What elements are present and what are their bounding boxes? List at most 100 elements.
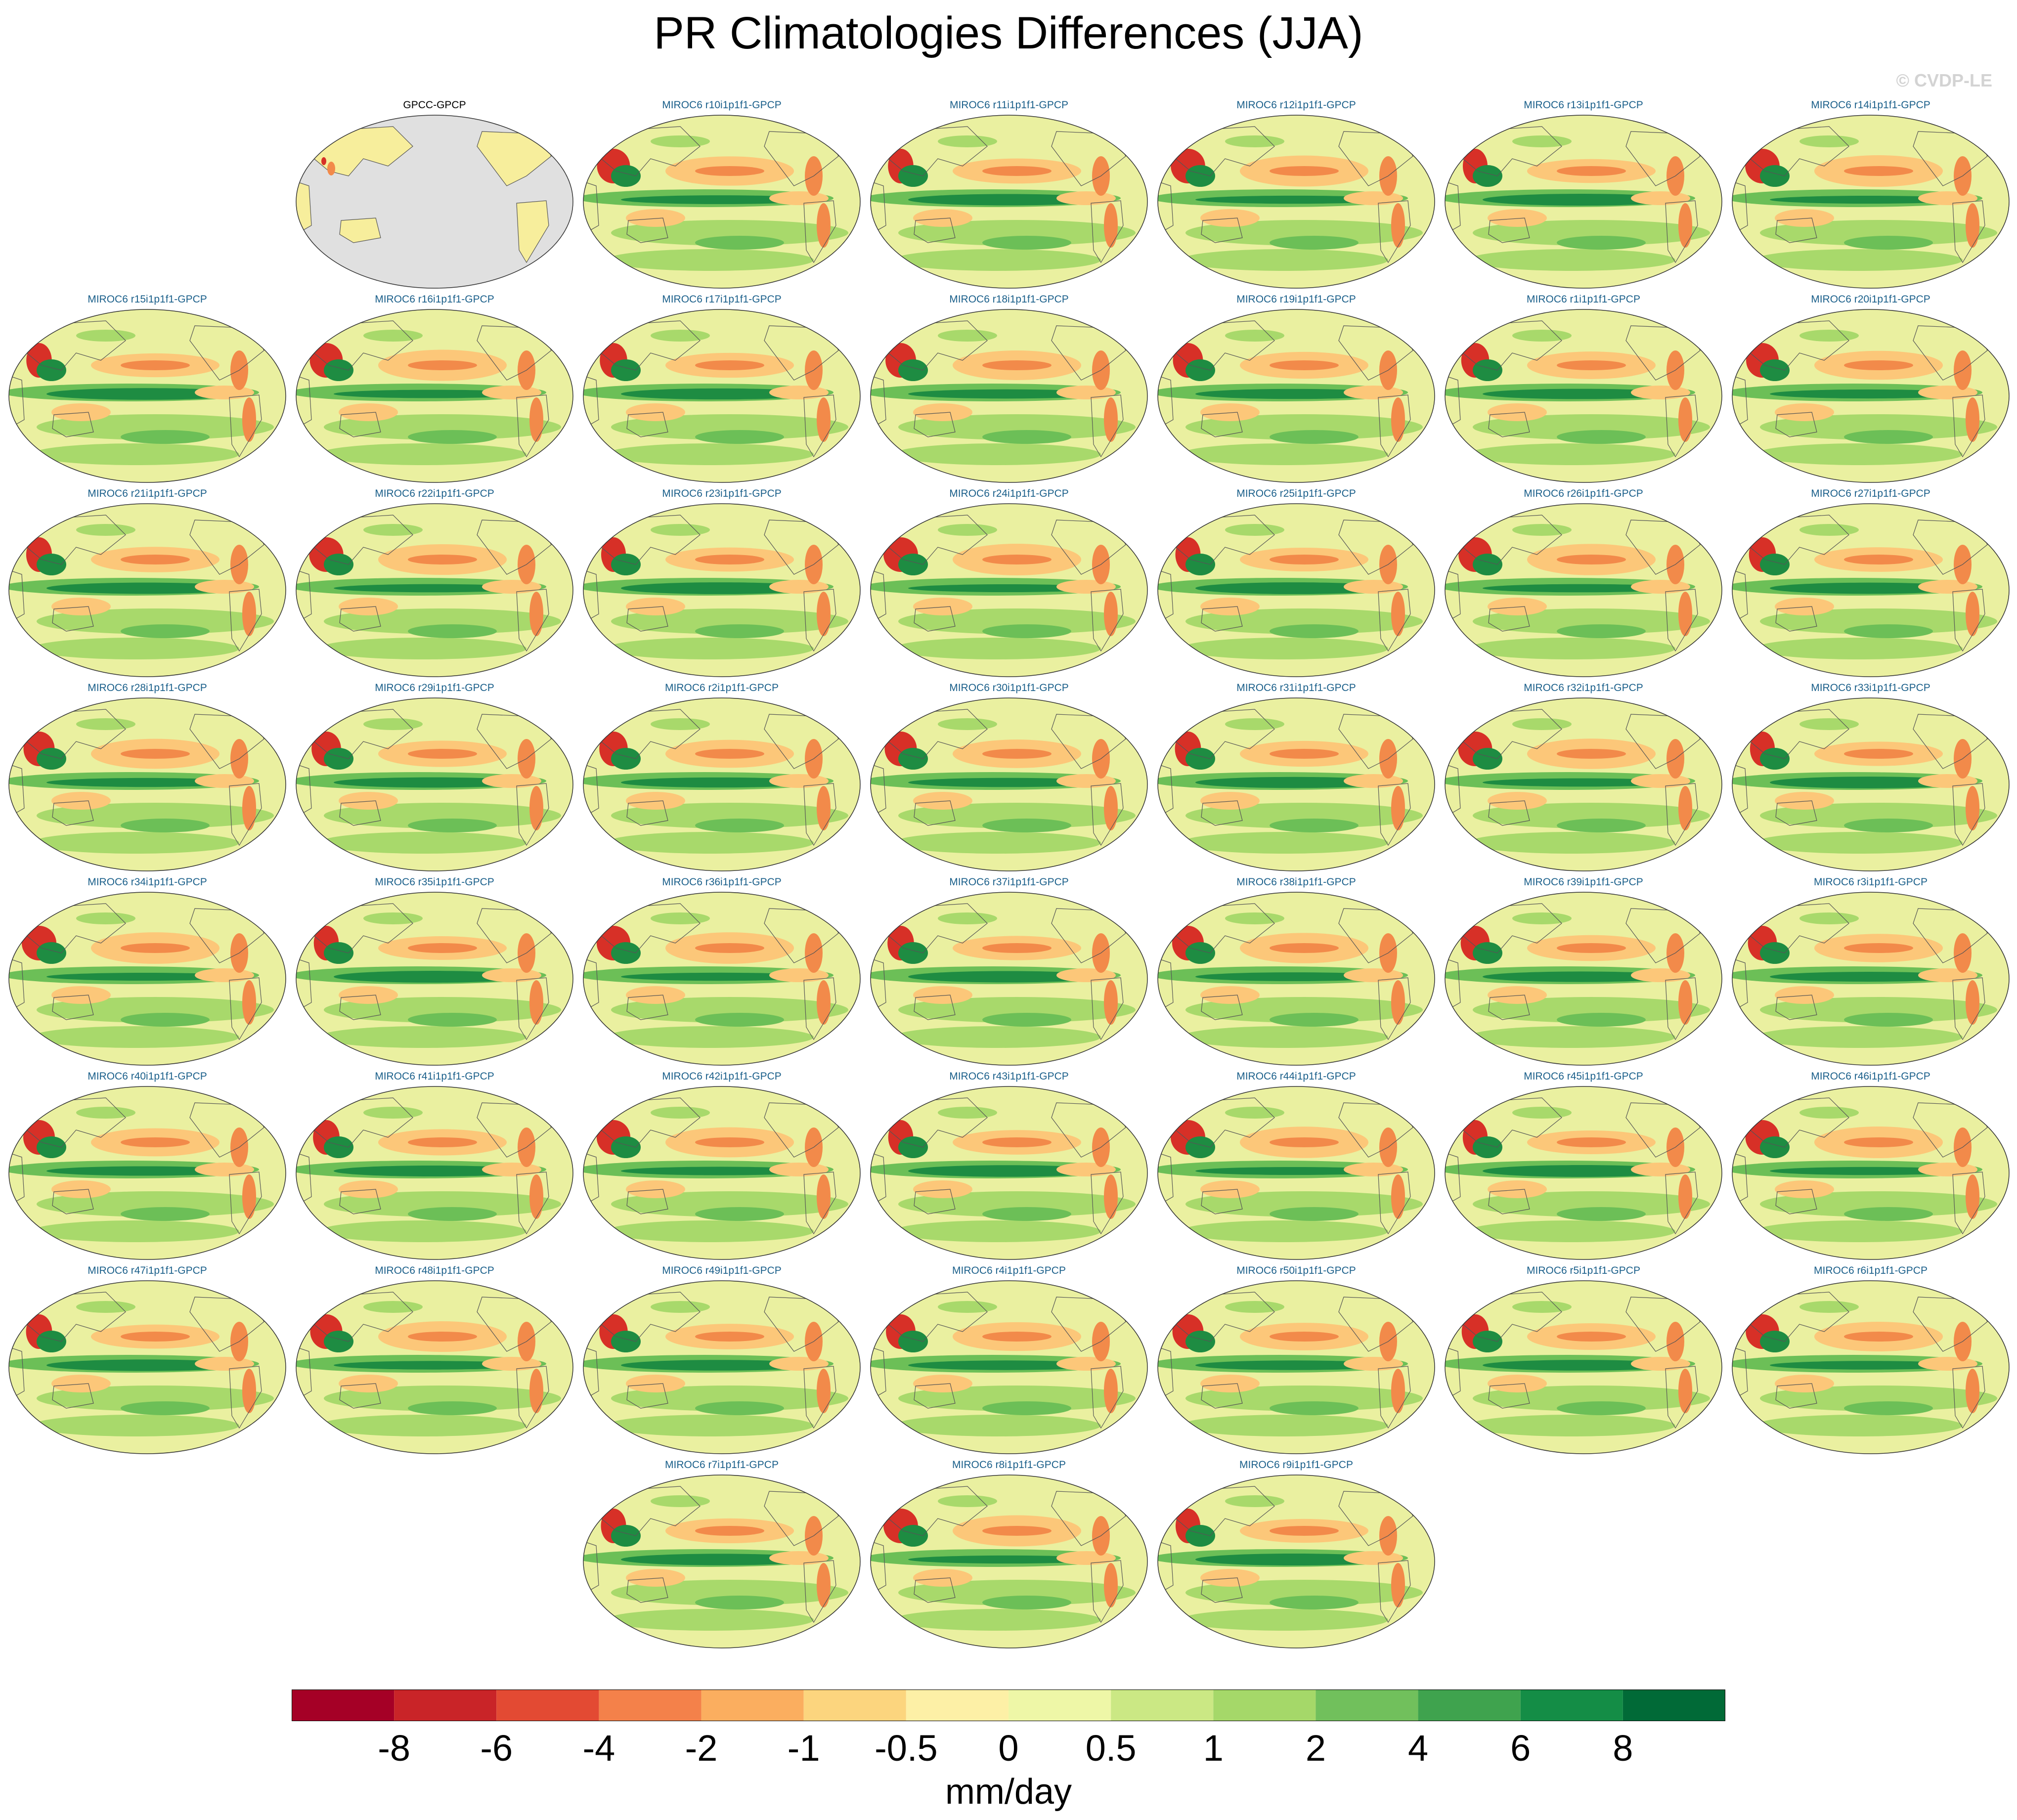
coastline-asia (1175, 1097, 1275, 1148)
world-map (296, 697, 573, 871)
map-outline (583, 309, 861, 483)
east-pacific-dry (1344, 1163, 1403, 1176)
world-map (1445, 1086, 1722, 1260)
world-map (1732, 1280, 2010, 1454)
sh-dry-patch (1488, 1375, 1547, 1392)
east-pacific-dry (769, 1551, 829, 1565)
dry-band-core (1844, 360, 1913, 370)
sh-dry-patch (913, 792, 972, 810)
maritime-wet (611, 1331, 641, 1352)
andes-dry (529, 1369, 543, 1413)
sh-dry-patch (626, 403, 685, 421)
itcz-core (1483, 194, 1680, 206)
coastline-south-america (1091, 589, 1124, 652)
dry-band-core (1557, 1332, 1626, 1342)
coastline-south-america (1091, 1366, 1124, 1429)
coastline-australia (914, 995, 956, 1020)
panel-title: MIROC6 r49i1p1f1-GPCP (662, 1265, 782, 1276)
panel-title: MIROC6 r32i1p1f1-GPCP (1524, 682, 1643, 693)
maritime-wet (1760, 359, 1790, 381)
map-panel: MIROC6 r29i1p1f1-GPCP (294, 682, 575, 874)
coastline-africa (1158, 1152, 1174, 1208)
map-outline (1445, 309, 1722, 483)
map-panel: MIROC6 r10i1p1f1-GPCP (581, 99, 862, 292)
andes-dry (1104, 1174, 1118, 1219)
spcz (1557, 430, 1646, 444)
dry-band-core (1270, 166, 1339, 176)
itcz-core (621, 777, 819, 788)
map-panel: MIROC6 r26i1p1f1-GPCP (1443, 487, 1724, 680)
southern-ocean-band (319, 1026, 526, 1048)
spcz (982, 624, 1071, 638)
maritime-wet (1473, 165, 1502, 187)
east-pacific-dry (1918, 968, 1977, 982)
southern-wet-band (611, 608, 848, 634)
coastline-australia (1201, 995, 1243, 1020)
southern-ocean-band (893, 443, 1101, 465)
map-panel: MIROC6 r21i1p1f1-GPCP (7, 487, 288, 680)
maritime-wet (1473, 554, 1502, 575)
coastline-asia (888, 320, 988, 371)
southern-ocean-band (32, 443, 239, 465)
map-outline (1157, 115, 1435, 289)
map-outline (870, 309, 1148, 483)
north-pacific-wet (938, 1495, 997, 1507)
world-map (583, 309, 861, 483)
coastline-australia (1488, 217, 1530, 243)
sh-dry-patch (913, 1569, 972, 1587)
sh-dry-patch (1775, 209, 1834, 227)
world-map (1157, 1280, 1435, 1454)
sh-dry-patch (626, 598, 685, 615)
world-map (870, 1086, 1148, 1260)
itcz-core (621, 972, 819, 981)
spcz (695, 1207, 784, 1221)
coastline-africa (296, 569, 312, 625)
southern-ocean-band (32, 1415, 239, 1436)
coastline-africa (871, 569, 886, 625)
east-pacific-dry (195, 386, 254, 399)
map-outline (870, 1280, 1148, 1454)
itcz-core (1483, 1165, 1680, 1177)
southern-wet-band (898, 997, 1136, 1023)
southern-wet-band (898, 1191, 1136, 1217)
east-pacific-dry (1631, 191, 1690, 205)
andes-dry (242, 1369, 256, 1413)
maritime-wet (324, 942, 353, 964)
coastline-africa (1445, 957, 1461, 1013)
maritime-wet (324, 748, 353, 770)
east-pacific-dry (195, 774, 254, 788)
spcz (1844, 624, 1933, 638)
colorbar-tick-label: -0.5 (875, 1728, 938, 1769)
north-pacific-wet (1512, 1107, 1572, 1119)
sh-dry-patch (339, 403, 398, 421)
andes-dry (1391, 1563, 1405, 1607)
coastline-asia (1175, 709, 1275, 759)
southern-ocean-band (319, 832, 526, 854)
east-pacific-dry (1918, 580, 1977, 594)
coastline-asia (1750, 1292, 1849, 1342)
coastline-africa (9, 1152, 25, 1208)
itcz-core (46, 582, 244, 594)
southern-wet-band (1760, 220, 1997, 246)
coastline-asia (601, 1097, 701, 1148)
coastline-africa (1732, 957, 1748, 1013)
north-pacific-wet (363, 1107, 423, 1119)
map-panel: MIROC6 r39i1p1f1-GPCP (1443, 876, 1724, 1069)
itcz-core (334, 971, 531, 983)
andes-dry (1966, 397, 1979, 442)
coastline-africa (871, 1540, 886, 1596)
southern-ocean-band (893, 1609, 1101, 1631)
andes-dry (1391, 203, 1405, 248)
north-pacific-wet (1225, 912, 1284, 924)
coastline-asia (1462, 126, 1562, 176)
southern-ocean-band (606, 443, 814, 465)
coastline-australia (1201, 800, 1243, 826)
east-pacific-dry (195, 1163, 254, 1176)
east-pacific-dry (1631, 1163, 1690, 1176)
itcz-core (908, 584, 1106, 592)
southern-wet-band (1185, 1386, 1423, 1411)
coastline-south-america (229, 977, 262, 1040)
andes-dry (242, 1174, 256, 1219)
world-map (1157, 115, 1435, 289)
world-map (296, 503, 573, 677)
